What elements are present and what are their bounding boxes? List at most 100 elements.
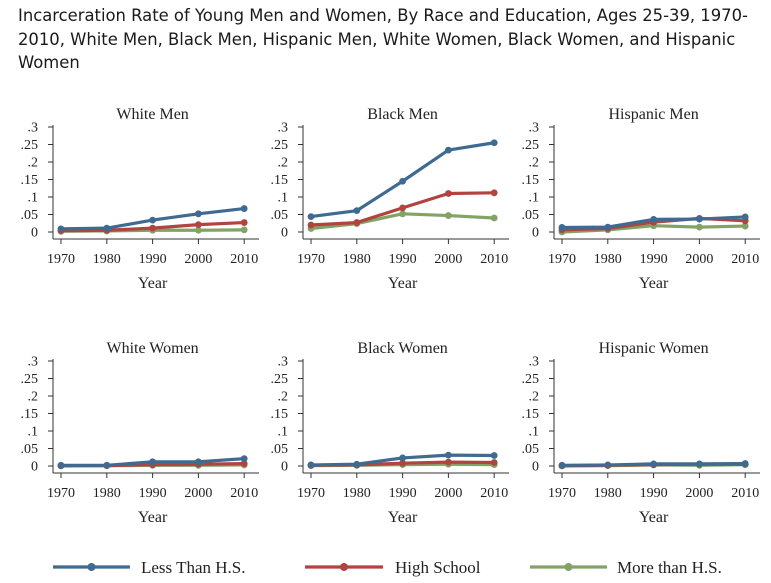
y-tick-label: .1: [28, 425, 39, 440]
x-tick-label: 1980: [93, 486, 121, 501]
chart-title: Incarceration Rate of Young Men and Wome…: [18, 6, 748, 73]
y-tick-label: .25: [522, 372, 540, 387]
data-point: [103, 224, 111, 232]
legend-label: High School: [395, 558, 481, 577]
x-axis-title: Year: [138, 509, 168, 526]
x-axis-title: Year: [138, 275, 168, 292]
x-tick-label: 1970: [548, 252, 576, 267]
data-point: [445, 212, 452, 219]
y-tick-label: .3: [278, 355, 289, 370]
y-tick-label: .15: [21, 407, 39, 422]
data-point: [490, 459, 498, 466]
x-tick-label: 2010: [230, 252, 258, 267]
data-point: [353, 460, 361, 468]
x-tick-label: 1980: [93, 252, 121, 267]
panel-title: Hispanic Men: [608, 106, 698, 123]
y-tick-label: .05: [522, 442, 540, 457]
data-point: [445, 146, 452, 154]
y-tick-label: .2: [278, 390, 289, 405]
y-tick-label: 0: [31, 460, 38, 475]
data-point: [696, 460, 703, 468]
y-tick-label: .15: [271, 173, 289, 188]
panel-white-women: White Women 0 .05 .1 .15 .2 .25 .3 1970 1980 1990 2…: [21, 340, 259, 526]
y-tick-label: .3: [28, 355, 39, 370]
data-point: [650, 216, 657, 223]
data-point: [490, 139, 498, 147]
x-tick-label: 2000: [184, 252, 212, 267]
panel-title: Hispanic Women: [599, 340, 709, 357]
data-point: [240, 455, 248, 463]
data-point: [741, 460, 749, 467]
y-tick-label: 0: [281, 460, 288, 475]
data-point: [604, 461, 612, 469]
legend-marker: [340, 563, 348, 571]
data-point: [490, 452, 498, 459]
y-tick-label: .15: [522, 173, 540, 188]
data-point: [696, 223, 703, 231]
x-axis-title: Year: [639, 275, 669, 292]
panel-title: White Women: [107, 340, 199, 357]
panel-black-men: Black Men 0 .05 .1 .15 .2 .25 .3 1970 1980 1990 200…: [271, 106, 509, 292]
y-tick-label: .2: [28, 390, 39, 405]
data-point: [558, 224, 566, 231]
x-axis-title: Year: [639, 509, 669, 526]
y-tick-label: 0: [281, 226, 288, 241]
data-point: [195, 458, 202, 466]
y-tick-label: .1: [529, 425, 540, 440]
data-point: [195, 226, 202, 234]
panel-title: Black Men: [367, 106, 438, 123]
y-tick-label: .3: [529, 121, 540, 136]
data-point: [307, 221, 315, 229]
y-tick-label: .25: [271, 372, 289, 387]
x-tick-label: 1980: [594, 486, 622, 501]
panel-hispanic-men: Hispanic Men 0 .05 .1 .15 .2 .25 .3 1970 1980 1990…: [522, 106, 760, 292]
x-tick-label: 1980: [594, 252, 622, 267]
x-tick-label: 1970: [47, 486, 75, 501]
x-tick-label: 2000: [434, 486, 462, 501]
y-tick-label: .05: [21, 208, 39, 223]
data-point: [149, 224, 157, 232]
data-point: [240, 226, 248, 234]
y-tick-label: .25: [271, 138, 289, 153]
x-tick-label: 1990: [139, 252, 167, 267]
y-tick-label: .2: [529, 156, 540, 171]
y-tick-label: .05: [522, 208, 540, 223]
y-tick-label: .1: [28, 191, 39, 206]
data-point: [240, 460, 248, 467]
y-tick-label: 0: [532, 226, 539, 241]
x-tick-label: 2010: [480, 486, 508, 501]
panel-title: White Men: [116, 106, 188, 123]
x-tick-label: 1990: [389, 252, 417, 267]
x-tick-label: 1980: [343, 252, 371, 267]
x-tick-label: 1990: [389, 486, 417, 501]
y-tick-label: .15: [522, 407, 540, 422]
y-tick-label: .1: [278, 191, 289, 206]
data-point: [650, 460, 657, 468]
y-tick-label: .15: [21, 173, 39, 188]
x-tick-label: 1970: [47, 252, 75, 267]
data-point: [149, 216, 157, 224]
panel-title: Black Women: [357, 340, 447, 357]
x-tick-label: 2000: [685, 252, 713, 267]
y-tick-label: .2: [28, 156, 39, 171]
x-tick-label: 1990: [139, 486, 167, 501]
x-tick-label: 1980: [343, 486, 371, 501]
x-tick-label: 1990: [640, 486, 668, 501]
data-point: [353, 207, 361, 215]
data-point: [399, 210, 406, 218]
data-point: [741, 222, 749, 230]
data-point: [558, 461, 566, 469]
y-tick-label: .1: [529, 191, 540, 206]
y-tick-label: .05: [271, 208, 289, 223]
x-tick-label: 2000: [685, 486, 713, 501]
x-tick-label: 2000: [184, 486, 212, 501]
data-point: [399, 177, 406, 185]
x-tick-label: 1970: [297, 252, 325, 267]
x-tick-label: 1970: [548, 486, 576, 501]
data-point: [195, 210, 202, 218]
data-point: [353, 219, 361, 226]
data-point: [741, 213, 749, 221]
y-tick-label: 0: [532, 460, 539, 475]
data-point: [445, 190, 452, 197]
data-point: [103, 461, 111, 469]
